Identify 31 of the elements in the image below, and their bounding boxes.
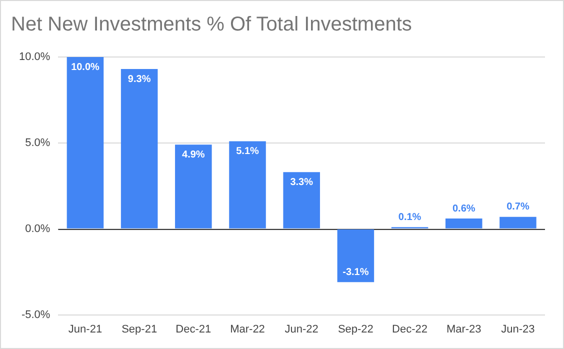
bar bbox=[283, 172, 320, 228]
x-tick-label: Jun-23 bbox=[501, 323, 535, 336]
x-tick-label: Jun-21 bbox=[68, 323, 102, 336]
x-tick-label: Sep-21 bbox=[122, 323, 158, 336]
bar bbox=[120, 69, 158, 228]
data-label: 0.1% bbox=[398, 212, 422, 223]
bar bbox=[500, 216, 536, 228]
data-label: 3.3% bbox=[290, 176, 314, 188]
data-label: 9.3% bbox=[128, 74, 151, 85]
bar bbox=[175, 144, 212, 228]
y-tick-label: 5.0% bbox=[25, 136, 50, 149]
bar bbox=[445, 218, 482, 228]
bar bbox=[337, 229, 374, 282]
data-label: 0.7% bbox=[506, 202, 530, 213]
data-label: 0.6% bbox=[452, 203, 476, 214]
data-label: 5.1% bbox=[236, 146, 260, 157]
data-label: 10.0% bbox=[71, 62, 100, 73]
y-tick-label: 0.0% bbox=[25, 222, 50, 235]
bar bbox=[229, 141, 266, 228]
y-tick-label: -5.0% bbox=[21, 308, 50, 321]
x-tick-label: Sep-22 bbox=[338, 323, 374, 336]
y-tick-label: 10.0% bbox=[18, 51, 50, 64]
x-tick-label: Dec-22 bbox=[392, 323, 428, 336]
chart-title: Net New Investments % Of Total Investments bbox=[11, 14, 412, 36]
data-label: -3.1% bbox=[342, 266, 369, 278]
x-tick-label: Jun-22 bbox=[284, 323, 318, 336]
x-tick-label: Mar-22 bbox=[230, 323, 265, 336]
x-tick-label: Mar-23 bbox=[446, 323, 482, 336]
bar bbox=[66, 57, 104, 228]
x-tick-label: Dec-21 bbox=[176, 323, 212, 336]
data-label: 4.9% bbox=[182, 149, 205, 160]
